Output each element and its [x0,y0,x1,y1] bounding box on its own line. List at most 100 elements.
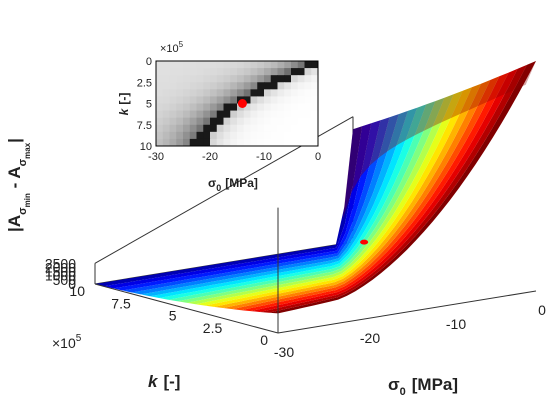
inset-cell [196,124,204,133]
inset-cell [270,103,278,112]
inset-cell [203,82,211,90]
z-tick-label: 2500 [45,255,76,271]
inset-cell [277,110,285,119]
inset-cell [203,103,211,112]
inset-cell [216,89,224,97]
inset-cell [264,82,272,90]
z-tick-label: 2000 [45,259,76,275]
inset-cell [297,117,305,126]
inset-cell [237,110,245,119]
inset-cell [297,96,305,104]
inset-cell [189,110,197,119]
inset-cell [284,103,292,112]
inset-cell [270,68,278,76]
inset-cell [237,138,245,146]
inset-cell [203,75,211,83]
k-axis-label: k [-] [148,372,180,391]
inset-cell [156,96,164,104]
inset-cell [223,75,231,83]
inset-cell [196,75,204,83]
inset-cell [162,117,170,126]
inset-cell [243,110,251,119]
inset-cell [183,117,191,126]
inset-cell [243,131,251,140]
surface-rim [342,61,536,220]
inset-cell [176,131,184,140]
inset-cell [291,110,299,119]
inset-cell [223,117,231,126]
inset-cell [284,96,292,104]
inset-cell [169,103,177,112]
inset-cell [216,82,224,90]
z-tick-label: 1000 [45,268,76,284]
inset-cell [223,138,231,146]
inset-cell [189,117,197,126]
inset-cell [156,75,164,83]
inset-cell [223,89,231,97]
inset-cell [297,89,305,97]
inset-k-tick: 10 [140,141,152,153]
inset-cell [243,75,251,83]
inset-cell [156,124,164,133]
inset-cell [311,103,318,112]
inset-cell [203,138,211,146]
inset-cell [162,89,170,97]
inset-cell [210,138,218,146]
inset-cell [196,131,204,140]
inset-cell [189,124,197,133]
inset-cell [169,89,177,97]
inset-cell [243,138,251,146]
inset-cell [183,89,191,97]
inset-cell [297,110,305,119]
inset-cell [277,82,285,90]
inset-cell [230,103,238,112]
inset-cell [270,117,278,126]
inset-cell [196,96,204,104]
inset-cell [183,68,191,76]
inset-cell [270,96,278,104]
inset-cell [183,131,191,140]
inset-cell [257,131,265,140]
inset-cell [284,138,292,146]
inset-cell [230,96,238,104]
inset-cell [237,124,245,133]
inset-cell [183,75,191,83]
inset-cell [257,124,265,133]
inset-k-multiplier: ×105 [160,40,184,55]
inset-cell [156,68,164,76]
inset-cell [183,138,191,146]
inset-cell [250,103,258,112]
inset-cell [189,131,197,140]
inset-cell [183,124,191,133]
inset-cell [230,61,238,69]
inset-cell [270,75,278,83]
inset-cell [304,96,312,104]
inset-cell [223,68,231,76]
inset-cell [237,68,245,76]
inset-cell [311,138,318,146]
inset-cell [156,138,164,146]
inset-cell [216,96,224,104]
surface-band [186,94,454,305]
inset-cell [162,82,170,90]
sigma-axis-label: σ0 [MPa] [388,375,458,398]
inset-sigma-tick: -20 [202,151,218,163]
inset-cell [270,82,278,90]
inset-cell [243,61,251,69]
inset-frame [155,60,319,147]
inset-cell [189,61,197,69]
inset-cell [297,103,305,112]
inset-cell [216,124,224,133]
inset-cell [196,103,204,112]
inset-cell [264,89,272,97]
inset-cell [203,61,211,69]
inset-cell [270,61,278,69]
inset-cell [196,68,204,76]
inset-cell [203,89,211,97]
inset-cell [156,117,164,126]
inset-cell [223,110,231,119]
inset-cell [277,138,285,146]
inset-cell [250,110,258,119]
inset-cell [311,131,318,140]
inset-sigma-tick: -30 [148,151,164,163]
